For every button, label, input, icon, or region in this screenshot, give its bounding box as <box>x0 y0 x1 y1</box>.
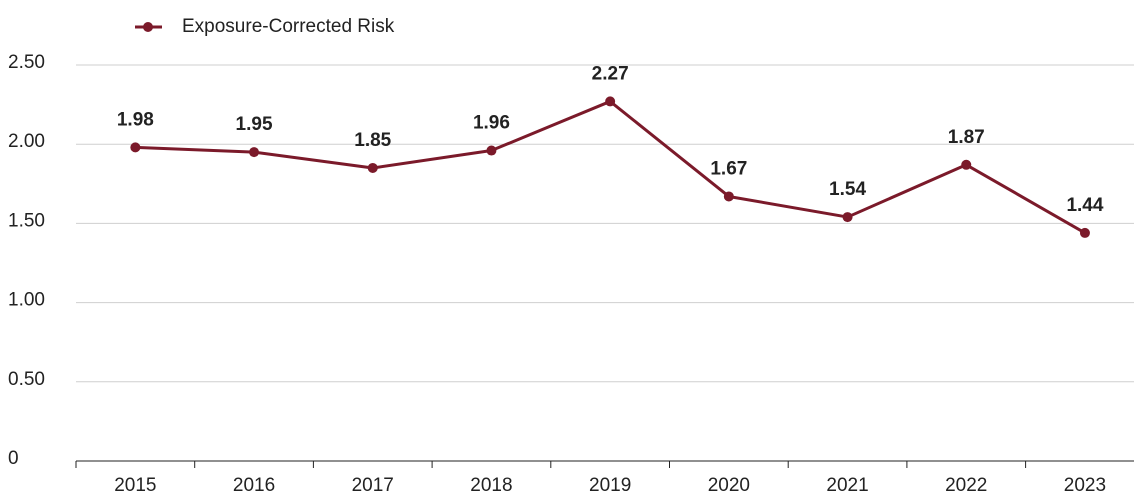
legend-marker <box>143 22 153 32</box>
x-tick-label: 2021 <box>826 475 868 496</box>
x-tick-label: 2022 <box>945 475 987 496</box>
y-tick-label: 2.50 <box>8 52 45 73</box>
y-tick-label: 0 <box>8 448 19 469</box>
data-point <box>605 96 616 107</box>
data-label: 1.44 <box>1066 195 1103 216</box>
x-tick-label: 2023 <box>1064 475 1106 496</box>
data-label: 1.67 <box>710 158 747 179</box>
data-label: 1.85 <box>354 130 391 151</box>
x-tick-label: 2016 <box>233 475 275 496</box>
data-point <box>367 162 378 173</box>
y-tick-label: 1.50 <box>8 210 45 231</box>
x-tick-label: 2015 <box>114 475 156 496</box>
data-label: 1.96 <box>473 113 510 134</box>
x-tick-label: 2020 <box>708 475 750 496</box>
legend-label: Exposure-Corrected Risk <box>182 16 395 37</box>
data-point <box>842 212 853 223</box>
x-tick-label: 2018 <box>470 475 512 496</box>
series-line <box>135 99 1086 235</box>
y-tick-label: 1.00 <box>8 290 45 311</box>
data-label: 2.27 <box>592 63 629 84</box>
data-label: 1.87 <box>948 127 985 148</box>
data-point <box>130 142 141 153</box>
data-point <box>723 191 734 202</box>
data-label: 1.54 <box>829 179 866 200</box>
x-tick-label: 2019 <box>589 475 631 496</box>
data-label: 1.95 <box>236 114 273 135</box>
data-point <box>249 147 260 158</box>
y-tick-label: 2.00 <box>8 131 45 152</box>
data-point <box>961 159 972 170</box>
y-tick-label: 0.50 <box>8 369 45 390</box>
data-point <box>486 145 497 156</box>
data-point <box>1079 227 1090 238</box>
x-tick-label: 2017 <box>352 475 394 496</box>
data-label: 1.98 <box>117 109 154 130</box>
